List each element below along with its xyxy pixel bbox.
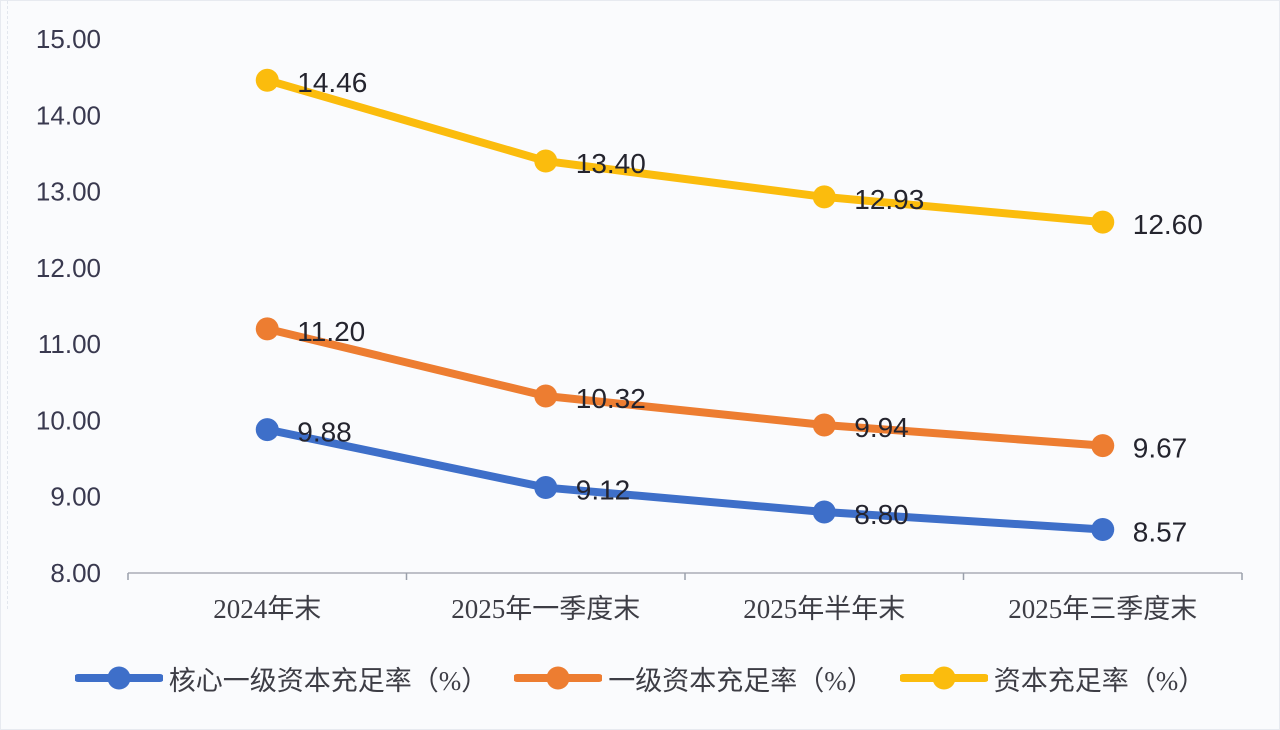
series-point-capital-adequacy-ratio [812, 185, 836, 209]
series-point-core-tier1-capital-ratio [255, 418, 279, 442]
series-point-core-tier1-capital-ratio [534, 476, 558, 500]
y-axis-tick-label: 13.00 [36, 177, 101, 207]
y-axis-tick-label: 11.00 [38, 329, 101, 359]
series-line-core-tier1-capital-ratio [263, 425, 1107, 534]
series-line-capital-adequacy-ratio [263, 76, 1107, 227]
legend-item-capital-adequacy-ratio: 资本充足率（%） [898, 659, 1206, 698]
series-point-core-tier1-capital-ratio [812, 500, 836, 524]
legend-marker-tier1 [513, 664, 604, 692]
legend-label-tier1: 一级资本充足率（%） [608, 665, 874, 696]
data-label-core-tier1-capital-ratio: 9.12 [576, 475, 631, 506]
y-axis-tick-label: 12.00 [36, 253, 101, 283]
data-label-capital-adequacy-ratio: 14.46 [297, 67, 367, 98]
data-label-core-tier1-capital-ratio: 8.80 [854, 499, 909, 530]
y-axis-tick-label: 8.00 [50, 558, 101, 588]
data-label-core-tier1-capital-ratio: 9.88 [297, 417, 352, 448]
legend-marker-capital-adequacy [898, 664, 989, 692]
series-line-tier1-capital-ratio [263, 324, 1107, 450]
data-label-tier1-capital-ratio: 9.67 [1133, 433, 1188, 464]
series-point-capital-adequacy-ratio [255, 68, 279, 92]
series-point-capital-adequacy-ratio [1091, 210, 1115, 234]
legend-label-capital-adequacy: 资本充足率（%） [993, 665, 1206, 696]
data-label-tier1-capital-ratio: 11.20 [297, 316, 365, 347]
legend-item-tier1-capital-ratio: 一级资本充足率（%） [513, 659, 874, 698]
y-axis-tick-label: 14.00 [36, 100, 101, 130]
x-axis-category-label: 2024年末 [213, 594, 321, 624]
x-axis-category-label: 2025年三季度末 [1008, 594, 1197, 624]
data-label-capital-adequacy-ratio: 12.60 [1133, 209, 1203, 240]
data-label-capital-adequacy-ratio: 13.40 [576, 148, 646, 179]
line-chart-canvas: 8.00 9.00 10.00 11.00 12.00 13.00 14.00 15.00 20… [36, 24, 1243, 624]
series-point-tier1-capital-ratio [255, 317, 279, 341]
legend-marker-core-tier1 [73, 664, 164, 692]
series-point-tier1-capital-ratio [812, 413, 836, 437]
series-point-tier1-capital-ratio [534, 384, 558, 408]
data-label-tier1-capital-ratio: 9.94 [854, 412, 909, 443]
series-point-capital-adequacy-ratio [534, 149, 558, 173]
x-axis-category-label: 2025年一季度末 [451, 594, 640, 624]
y-axis-tick-label: 10.00 [36, 405, 101, 435]
x-axis-category-label: 2025年半年末 [743, 594, 905, 624]
legend-label-core-tier1: 核心一级资本充足率（%） [168, 665, 489, 696]
series-point-tier1-capital-ratio [1091, 434, 1115, 458]
data-label-core-tier1-capital-ratio: 8.57 [1133, 517, 1188, 548]
data-label-capital-adequacy-ratio: 12.93 [854, 184, 924, 215]
y-axis-tick-label: 15.00 [36, 24, 101, 54]
series-point-core-tier1-capital-ratio [1091, 518, 1115, 542]
data-label-tier1-capital-ratio: 10.32 [576, 383, 646, 414]
chart-legend: 核心一级资本充足率（%） 一级资本充足率（%） 资本充足率（%） [1, 649, 1279, 707]
legend-item-core-tier1-capital-ratio: 核心一级资本充足率（%） [73, 659, 489, 698]
y-axis-tick-label: 9.00 [50, 482, 101, 512]
